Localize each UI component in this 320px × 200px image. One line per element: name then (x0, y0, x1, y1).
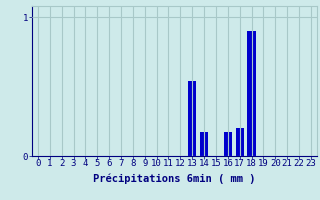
Bar (188, 81, 196, 156)
Bar (236, 128, 244, 156)
Bar (224, 132, 232, 156)
Bar (247, 31, 256, 156)
Bar (200, 132, 208, 156)
X-axis label: Précipitations 6min ( mm ): Précipitations 6min ( mm ) (93, 173, 256, 184)
